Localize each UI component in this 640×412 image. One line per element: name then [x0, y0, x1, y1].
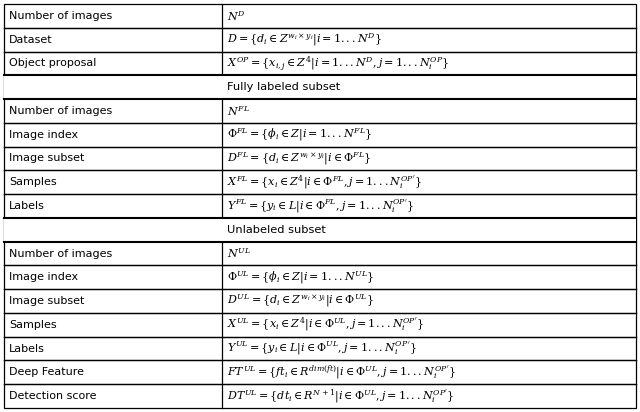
Text: $FT^{UL} = \{ft_i \in R^{dim(ft)}|i \in \Phi^{UL}, j = 1...N_i^{OP'}\}$: $FT^{UL} = \{ft_i \in R^{dim(ft)}|i \in … [227, 364, 456, 381]
Text: $\Phi^{UL} = \{\phi_i \in Z|i = 1...N^{UL}\}$: $\Phi^{UL} = \{\phi_i \in Z|i = 1...N^{U… [227, 269, 374, 286]
Text: Image index: Image index [9, 130, 78, 140]
Text: $N^D$: $N^D$ [227, 9, 246, 23]
Text: $D^{FL} = \{d_i \in Z^{w_i \times y_i}|i \in \Phi^{FL}\}$: $D^{FL} = \{d_i \in Z^{w_i \times y_i}|i… [227, 150, 372, 167]
Text: Dataset: Dataset [9, 35, 52, 44]
Text: $\Phi^{FL} = \{\phi_i \in Z|i = 1...N^{FL}\}$: $\Phi^{FL} = \{\phi_i \in Z|i = 1...N^{F… [227, 126, 372, 143]
Text: $Y^{FL} = \{y_i \in L|i \in \Phi^{FL}, j = 1...N_i^{OP'}\}$: $Y^{FL} = \{y_i \in L|i \in \Phi^{FL}, j… [227, 197, 415, 215]
Text: Labels: Labels [9, 201, 45, 211]
Bar [4, 219, 636, 241]
Text: Detection score: Detection score [9, 391, 97, 401]
Text: $X^{FL} = \{x_i \in Z^4|i \in \Phi^{FL}, j = 1...N_i^{OP'}\}$: $X^{FL} = \{x_i \in Z^4|i \in \Phi^{FL},… [227, 173, 422, 191]
Text: Image subset: Image subset [9, 296, 84, 306]
Text: $N^{FL}$: $N^{FL}$ [227, 104, 250, 118]
Text: Unlabeled subset: Unlabeled subset [227, 225, 326, 235]
Text: Number of images: Number of images [9, 106, 112, 116]
Text: $DT^{UL} = \{dt_i \in R^{N+1}|i \in \Phi^{UL}, j = 1...N_i^{OP'}\}$: $DT^{UL} = \{dt_i \in R^{N+1}|i \in \Phi… [227, 387, 454, 405]
Text: Image index: Image index [9, 272, 78, 282]
Text: $N^{UL}$: $N^{UL}$ [227, 247, 251, 260]
Text: Object proposal: Object proposal [9, 59, 97, 68]
Text: Number of images: Number of images [9, 248, 112, 258]
Text: Labels: Labels [9, 344, 45, 353]
Text: Image subset: Image subset [9, 154, 84, 164]
Text: $Y^{UL} = \{y_i \in L|i \in \Phi^{UL}, j = 1...N_i^{OP'}\}$: $Y^{UL} = \{y_i \in L|i \in \Phi^{UL}, j… [227, 340, 417, 357]
Text: $D = \{d_i \in Z^{w_i \times y_i}|i = 1...N^D\}$: $D = \{d_i \in Z^{w_i \times y_i}|i = 1.… [227, 31, 382, 48]
Text: Fully labeled subset: Fully labeled subset [227, 82, 340, 92]
Text: Samples: Samples [9, 320, 56, 330]
Text: $D^{UL} = \{d_i \in Z^{w_i \times y_i}|i \in \Phi^{UL}\}$: $D^{UL} = \{d_i \in Z^{w_i \times y_i}|i… [227, 293, 374, 309]
Bar [4, 76, 636, 98]
Text: Deep Feature: Deep Feature [9, 368, 84, 377]
Text: $X^{UL} = \{x_i \in Z^4|i \in \Phi^{UL}, j = 1...N_i^{OP'}\}$: $X^{UL} = \{x_i \in Z^4|i \in \Phi^{UL},… [227, 316, 424, 333]
Text: Number of images: Number of images [9, 11, 112, 21]
Text: $X^{OP} = \{x_{i,j} \in Z^4|i = 1...N^D, j = 1...N_i^{OP}\}$: $X^{OP} = \{x_{i,j} \in Z^4|i = 1...N^D,… [227, 54, 449, 73]
Text: Samples: Samples [9, 177, 56, 187]
